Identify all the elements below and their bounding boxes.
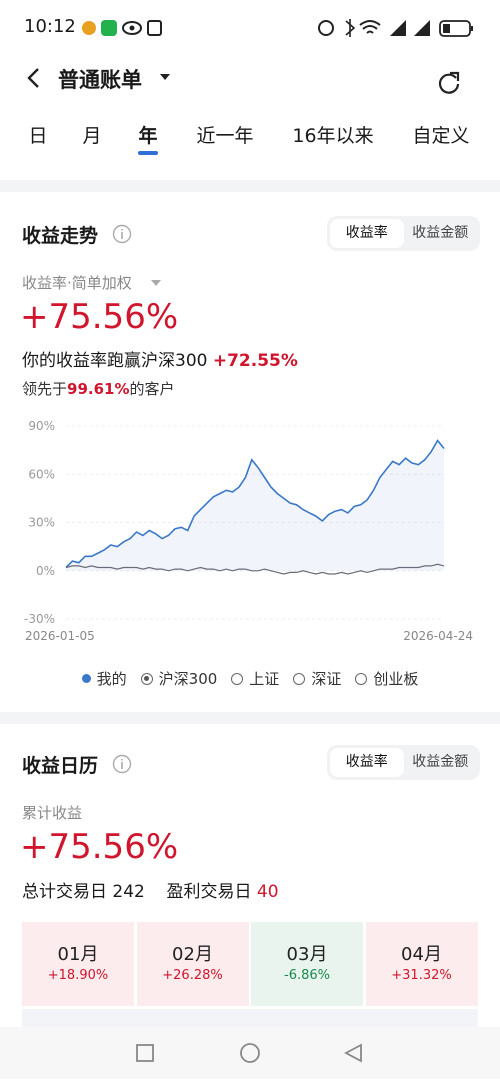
tab-indicator — [138, 151, 158, 155]
y-tick-label: -30% — [24, 612, 55, 626]
x-tick-label: 2026-04-24 — [403, 629, 473, 643]
month-cell[interactable]: 02月 +26.28% — [136, 922, 249, 1006]
status-time: 10:12 — [24, 16, 76, 37]
nav-bar — [0, 1027, 500, 1079]
profit-days: 40 — [256, 882, 279, 902]
month-return: +18.90% — [47, 968, 109, 983]
series-line — [65, 439, 445, 569]
legend-radio — [355, 672, 368, 685]
legend-label: 上证 — [249, 670, 280, 688]
legend-item[interactable]: 深证 — [293, 668, 341, 689]
cumulative-value: +75.56% — [20, 827, 179, 867]
total-days-label: 总计交易日 — [22, 882, 107, 902]
legend: 我的 沪深300 上证 深证 创业板 — [0, 668, 500, 689]
tab[interactable]: 自定义 — [412, 125, 470, 147]
section-title: 收益走势 — [22, 225, 99, 247]
y-tick-label: 0% — [36, 564, 55, 578]
legend-radio — [140, 672, 153, 685]
status-icons — [318, 19, 473, 37]
y-tick-label: 60% — [28, 467, 55, 481]
tab[interactable]: 月 — [82, 125, 102, 147]
refresh-button[interactable] — [436, 70, 462, 96]
title-dropdown[interactable] — [159, 72, 171, 82]
mode-toggle: 收益率 收益金额 — [327, 745, 480, 780]
legend-item[interactable]: 创业板 — [355, 668, 418, 689]
legend-radio — [231, 672, 244, 685]
home-button[interactable] — [240, 1043, 260, 1063]
legend-label: 创业板 — [373, 670, 419, 688]
separator — [0, 180, 500, 192]
rank-suffix: 的客户 — [129, 380, 175, 398]
legend-item[interactable]: 上证 — [231, 668, 279, 689]
cumulative-label: 累计收益 — [22, 804, 83, 822]
chart: -30% 0% 30% 60% 90% 2026-01-05 2026-04-24 — [24, 419, 473, 643]
tab[interactable]: 日 — [28, 125, 48, 147]
recent-button[interactable] — [136, 1044, 154, 1062]
return-value: +75.56% — [20, 297, 179, 337]
x-tick-label: 2026-01-05 — [25, 629, 95, 643]
section-title: 收益日历 — [22, 755, 99, 777]
total-days: 242 — [112, 882, 145, 902]
legend-label: 我的 — [96, 670, 127, 688]
legend-label: 深证 — [311, 670, 342, 688]
month-label: 02月 — [172, 944, 213, 965]
back-button[interactable] — [22, 66, 46, 90]
month-label: 03月 — [286, 944, 328, 965]
tab[interactable]: 近一年 — [196, 125, 254, 147]
tab[interactable]: 年 — [138, 125, 158, 147]
legend-item[interactable]: 我的 — [81, 668, 127, 689]
series-line — [65, 563, 445, 575]
profit-days-label: 盈利交易日 — [166, 882, 252, 902]
tab[interactable]: 16年以来 — [292, 125, 374, 147]
y-tick-label: 90% — [28, 419, 55, 433]
toggle-option[interactable]: 收益率 — [330, 748, 404, 777]
toggle-option[interactable]: 收益率 — [330, 219, 404, 248]
month-return: +31.32% — [391, 968, 452, 983]
info-icon[interactable] — [112, 224, 132, 244]
legend-dot — [81, 674, 91, 683]
info-icon[interactable] — [112, 754, 132, 774]
month-return: +26.28% — [162, 968, 223, 983]
compare-value: +72.55% — [212, 351, 298, 371]
notification-icons — [82, 20, 162, 36]
mode-toggle: 收益率 收益金额 — [327, 216, 480, 251]
days-line: 总计交易日 242 盈利交易日 40 — [22, 877, 279, 902]
page-title[interactable]: 普通账单 — [58, 68, 142, 92]
legend-label: 沪深300 — [158, 670, 218, 688]
rank-prefix: 领先于 — [22, 380, 68, 398]
toggle-option[interactable]: 收益金额 — [412, 225, 469, 241]
legend-item[interactable]: 沪深300 — [140, 668, 218, 689]
month-return: -6.86% — [284, 968, 330, 983]
area-fill — [66, 440, 444, 571]
month-label: 01月 — [57, 944, 99, 965]
legend-radio — [293, 672, 306, 685]
rank-value: 99.61% — [67, 380, 130, 398]
next-row — [22, 1009, 478, 1029]
back-nav-button[interactable] — [344, 1043, 362, 1063]
nav-icons — [136, 1043, 362, 1063]
metric-dropdown[interactable] — [150, 278, 162, 288]
compare-text: 你的收益率跑赢沪深300 — [22, 351, 208, 371]
separator — [0, 712, 500, 724]
rank-line: 领先于99.61%的客户 — [22, 378, 175, 399]
month-cell[interactable]: 04月 +31.32% — [365, 922, 478, 1006]
metric-label[interactable]: 收益率·简单加权 — [22, 274, 132, 292]
month-cell[interactable]: 03月 -6.86% — [251, 922, 363, 1006]
y-tick-label: 30% — [28, 516, 55, 530]
month-label: 04月 — [401, 944, 442, 965]
month-cell[interactable]: 01月 +18.90% — [22, 922, 134, 1006]
toggle-option[interactable]: 收益金额 — [412, 754, 469, 770]
compare-line: 你的收益率跑赢沪深300 +72.55% — [22, 346, 298, 371]
